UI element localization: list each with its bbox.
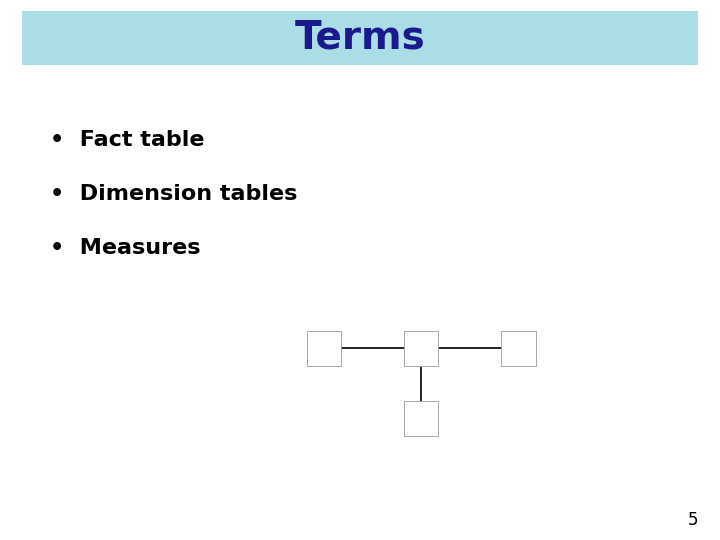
- Bar: [501, 330, 536, 366]
- Text: Terms: Terms: [294, 19, 426, 57]
- Text: •  Measures: • Measures: [50, 238, 201, 259]
- Text: •  Dimension tables: • Dimension tables: [50, 184, 298, 205]
- Bar: [404, 401, 438, 436]
- Bar: [307, 330, 341, 366]
- Text: •  Fact table: • Fact table: [50, 130, 205, 151]
- Text: 5: 5: [688, 511, 698, 529]
- Bar: [404, 330, 438, 366]
- Bar: [22, 11, 698, 65]
